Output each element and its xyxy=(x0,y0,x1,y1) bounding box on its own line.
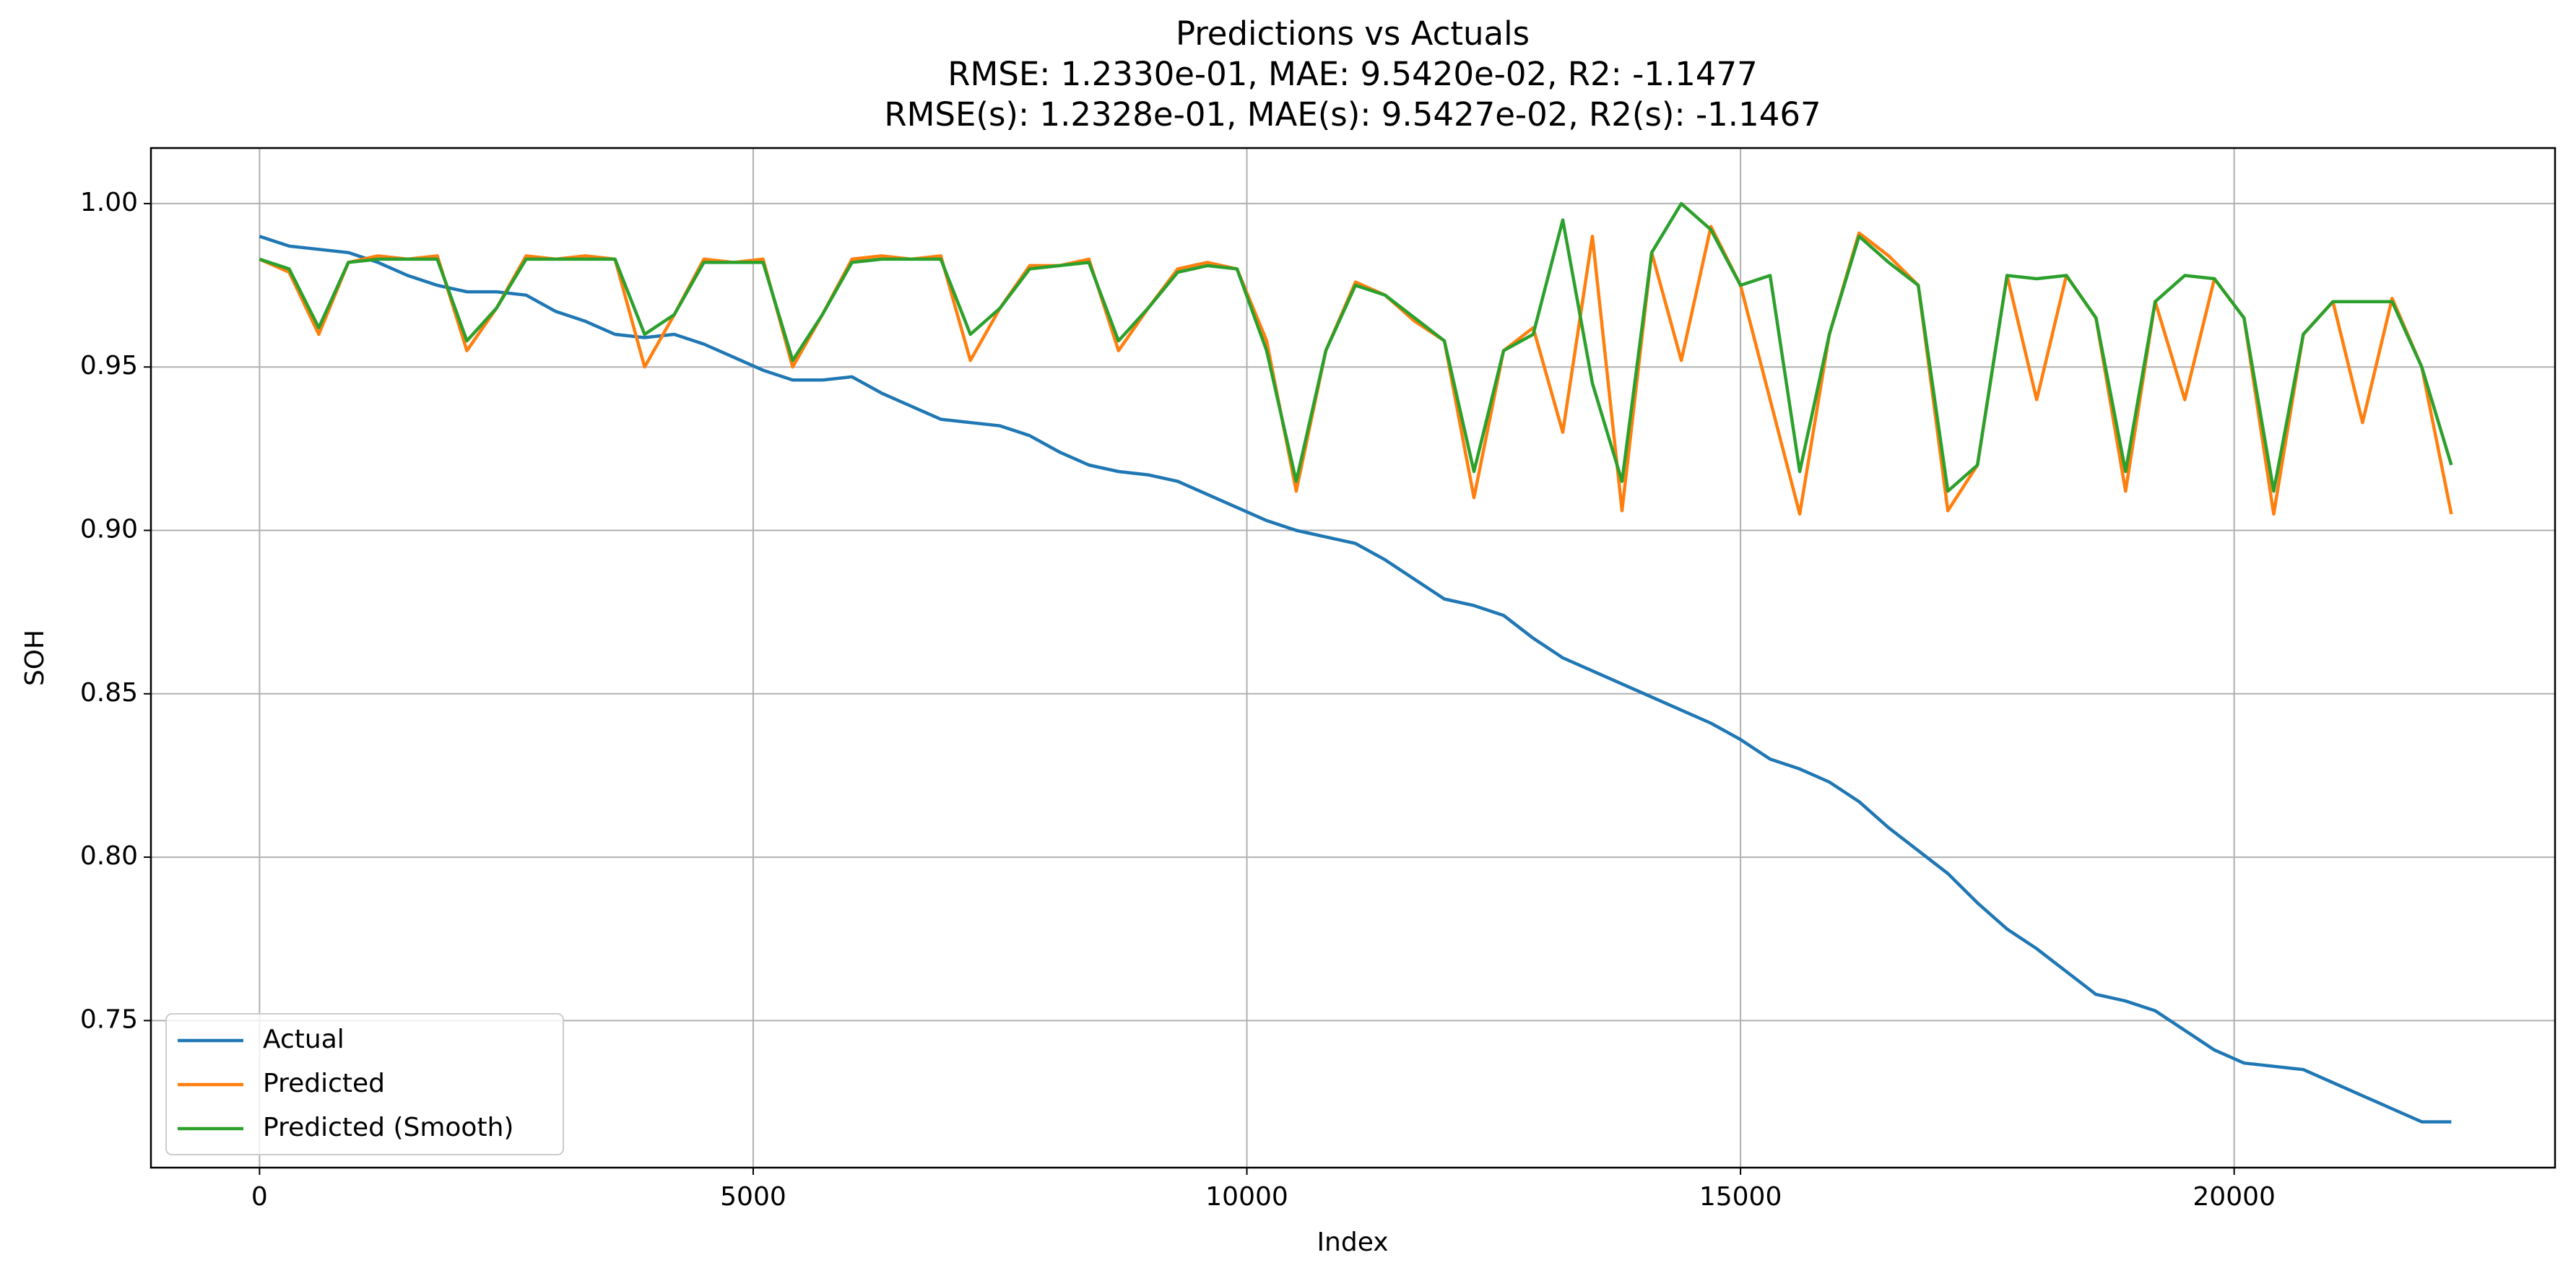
y-tick-label: 0.95 xyxy=(80,351,138,381)
chart-title: Predictions vs Actuals xyxy=(1176,14,1530,53)
y-tick-label: 1.00 xyxy=(80,188,138,217)
x-tick-label: 5000 xyxy=(720,1182,786,1212)
x-tick-label: 20000 xyxy=(2193,1182,2276,1212)
plot-area xyxy=(259,201,2453,1124)
series-line xyxy=(259,201,2453,493)
y-tick-label: 0.75 xyxy=(80,1004,138,1034)
legend: Actual Predicted Predicted (Smooth) xyxy=(165,1013,564,1155)
axes-frame xyxy=(149,147,2557,1169)
legend-box xyxy=(165,1013,564,1155)
y-tick-label: 0.80 xyxy=(80,841,138,871)
legend-label: Actual xyxy=(263,1025,344,1054)
legend-label: Predicted xyxy=(263,1069,385,1098)
y-tick-label: 0.90 xyxy=(80,515,138,544)
chart-subtitle: RMSE(s): 1.2328e-01, MAE(s): 9.5427e-02,… xyxy=(884,95,1821,134)
chart-subtitle: RMSE: 1.2330e-01, MAE: 9.5420e-02, R2: -… xyxy=(947,55,1758,93)
y-axis-label: SOH xyxy=(20,630,50,686)
series-line xyxy=(259,235,2452,1124)
x-axis-label: Index xyxy=(1317,1228,1388,1257)
grid xyxy=(151,148,2555,1168)
x-tick-label: 15000 xyxy=(1699,1182,1782,1212)
legend-label: Predicted (Smooth) xyxy=(263,1113,513,1142)
y-tick-label: 0.85 xyxy=(80,678,138,708)
x-tick-label: 10000 xyxy=(1205,1182,1288,1212)
x-tick-label: 0 xyxy=(251,1182,268,1212)
